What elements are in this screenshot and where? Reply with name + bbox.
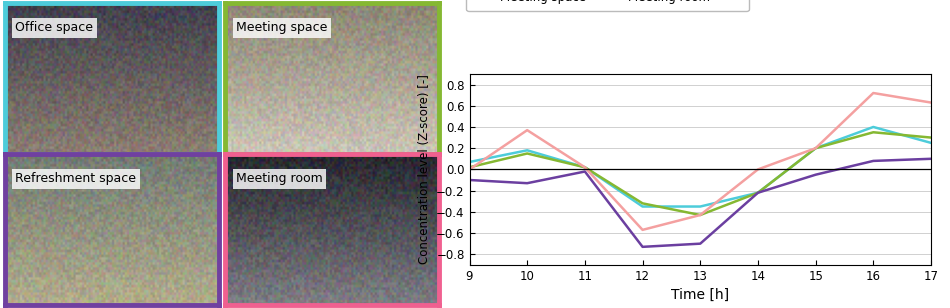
Text: Meeting space: Meeting space bbox=[237, 21, 328, 34]
Text: Refreshment space: Refreshment space bbox=[15, 172, 136, 185]
Text: Meeting room: Meeting room bbox=[237, 172, 323, 185]
Y-axis label: Concentration level (Z-score) [-]: Concentration level (Z-score) [-] bbox=[418, 75, 430, 264]
X-axis label: Time [h]: Time [h] bbox=[672, 288, 730, 302]
Text: Office space: Office space bbox=[15, 21, 93, 34]
Legend: Office space, Meeting space, Refreshment space, Meeting room: Office space, Meeting space, Refreshment… bbox=[466, 0, 749, 11]
